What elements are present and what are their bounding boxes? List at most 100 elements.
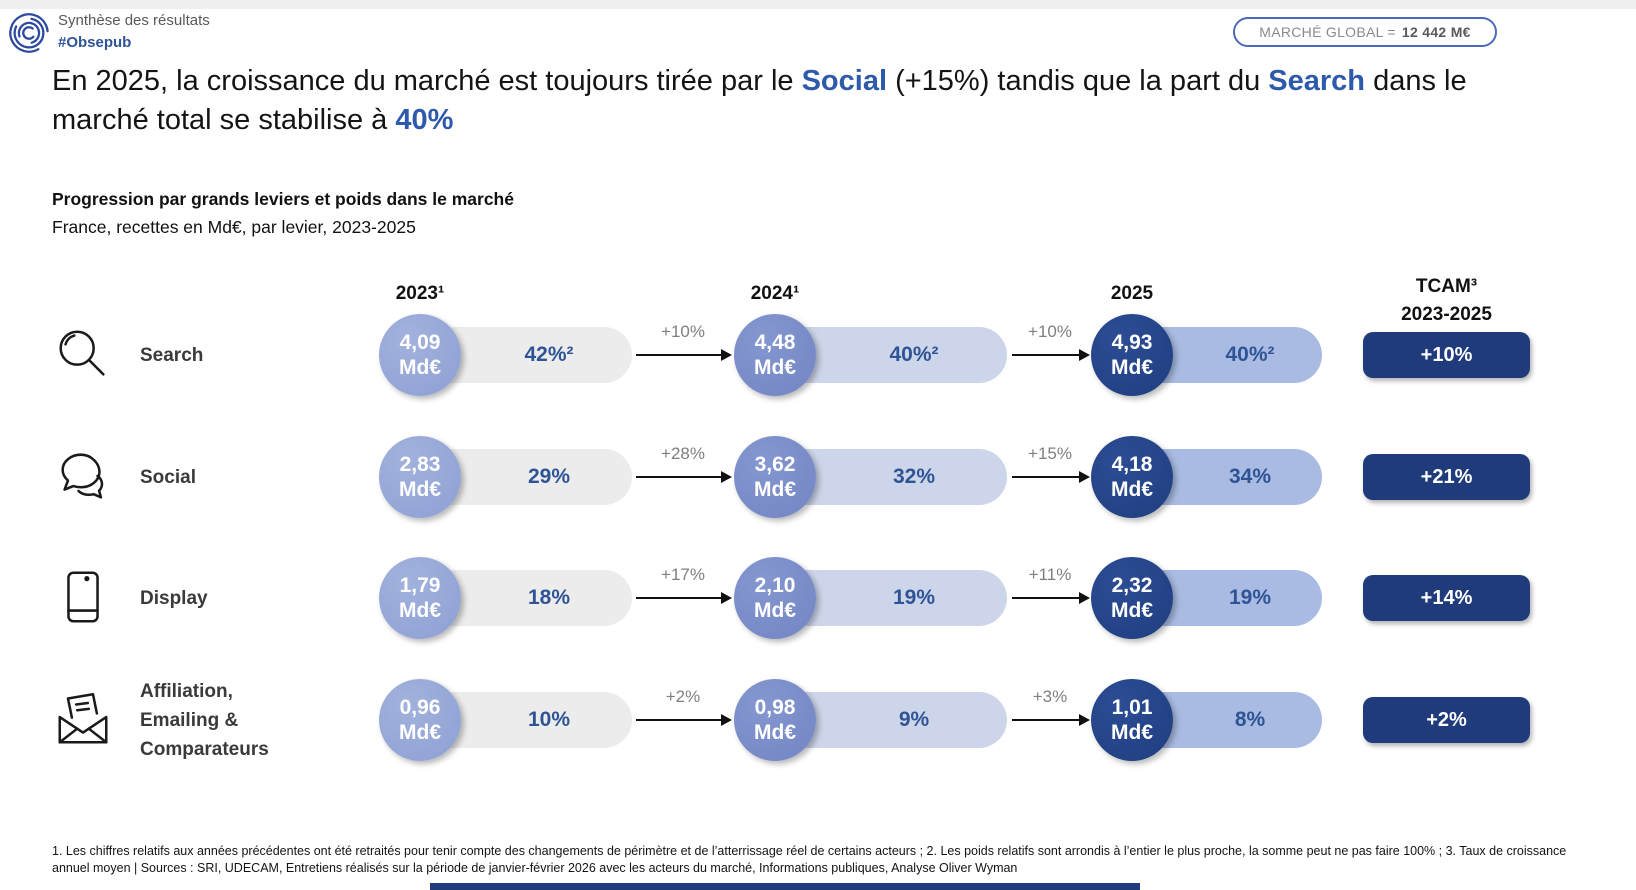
obsepub-spiral-logo [9,13,49,53]
revenue-bubble-2023: 4,09 Md€ [379,314,461,396]
arrowhead-icon [1079,349,1090,361]
growth-label-1: +28% [661,444,705,463]
share-value: 18% [527,586,571,609]
footnote-line2: annuel moyen | Sources : SRI, UDECAM, En… [52,861,1018,875]
growth-label-2: +15% [1028,444,1072,463]
revenue-unit: Md€ [1111,721,1153,744]
footnote-line1: 1. Les chiffres relatifs aux années préc… [52,844,1567,858]
lever-label: Social [140,466,196,488]
revenue-unit: Md€ [754,599,796,622]
growth-label-2: +10% [1028,322,1072,341]
hashtag: #Obsepub [58,34,132,51]
share-value: 10% [527,708,571,731]
magnifier-icon [52,323,114,385]
revenue-unit: Md€ [1111,478,1153,501]
lever-row-display: Display 18% 1,79 Md€ +17% 19% 2,10 Md€ +11… [0,537,1636,659]
share-value: 32% [892,465,936,488]
title-text: (+15%) tandis que la part du [887,65,1269,97]
revenue-unit: Md€ [754,721,796,744]
revenue-unit: Md€ [399,356,441,379]
tcam-value: +10% [1420,343,1473,366]
title-accent-40pct: 40% [395,104,454,136]
revenue-unit: Md€ [754,478,796,501]
market-global-badge: MARCHÉ GLOBAL = 12 442 M€ [1233,17,1497,47]
chart-subheading: France, recettes en Md€, par levier, 202… [52,217,416,237]
arrowhead-icon [721,714,732,726]
chat-bubbles-icon [52,445,114,507]
tcam-badge: +10% [1363,332,1530,378]
growth-arrow-1 [636,349,732,361]
slide-title: En 2025, la croissance du marché est tou… [52,62,1552,140]
title-accent-search: Search [1268,65,1366,97]
column-header-2023: 2023¹ [395,283,445,304]
lever-label: Search [140,344,204,366]
revenue-unit: Md€ [1111,356,1153,379]
tablet-icon [52,566,114,628]
revenue-value: 1,01 [1111,696,1153,719]
column-header-tcam: TCAM³ 2023-2025 [1355,273,1538,329]
report-subtitle: Synthèse des résultats [58,12,210,29]
growth-arrow-2 [1012,349,1090,361]
lever-label: Affiliation, Emailing & Comparateurs [140,680,269,760]
share-value: 40%² [1225,343,1275,366]
tcam-badge: +2% [1363,697,1530,743]
lever-row-social: Social 29% 2,83 Md€ +28% 32% 3,62 Md€ +15%… [0,416,1636,538]
revenue-bubble-2024: 3,62 Md€ [734,436,816,518]
tcam-header-line1: TCAM³ [1415,276,1478,297]
revenue-unit: Md€ [399,721,441,744]
revenue-value: 4,09 [399,331,441,354]
revenue-unit: Md€ [399,478,441,501]
share-value: 34% [1228,465,1272,488]
revenue-value: 4,93 [1111,331,1153,354]
revenue-value: 4,48 [754,331,796,354]
growth-arrow-1 [636,592,732,604]
share-value: 8% [1234,708,1266,731]
revenue-value: 0,96 [399,696,441,719]
revenue-bubble-2025: 2,32 Md€ [1091,557,1173,639]
column-header-2025: 2025 [1110,283,1154,304]
share-value: 40%² [889,343,939,366]
arrowhead-icon [721,592,732,604]
revenue-bubble-2024: 4,48 Md€ [734,314,816,396]
title-text: En 2025, la croissance du marché est tou… [52,65,802,97]
tcam-value: +14% [1420,586,1473,609]
lever-row-affiliation: Affiliation, Emailing & Comparateurs 10%… [0,659,1636,781]
revenue-bubble-2023: 1,79 Md€ [379,557,461,639]
share-value: 19% [1228,586,1272,609]
tcam-header-line2: 2023-2025 [1401,304,1492,325]
arrowhead-icon [721,349,732,361]
revenue-value: 2,83 [399,453,441,476]
share-value: 29% [527,465,571,488]
top-strip [0,0,1636,9]
title-accent-social: Social [801,65,888,97]
revenue-value: 1,79 [399,574,441,597]
badge-label: MARCHÉ GLOBAL = [1259,24,1396,40]
envelope-letter-icon [52,688,114,750]
revenue-bubble-2023: 2,83 Md€ [379,436,461,518]
footnote: 1. Les chiffres relatifs aux années préc… [52,843,1616,877]
revenue-bubble-2025: 1,01 Md€ [1091,679,1173,761]
growth-label-1: +10% [661,322,705,341]
chart-heading: Progression par grands leviers et poids … [52,189,514,209]
arrowhead-icon [1079,592,1090,604]
share-value: 19% [892,586,936,609]
tcam-badge: +14% [1363,575,1530,621]
revenue-unit: Md€ [399,599,441,622]
revenue-value: 4,18 [1111,453,1153,476]
growth-arrow-1 [636,471,732,483]
badge-value: 12 442 M€ [1401,24,1471,40]
lever-label: Display [140,587,208,609]
share-value: 9% [898,708,930,731]
revenue-value: 0,98 [754,696,796,719]
growth-arrow-2 [1012,592,1090,604]
growth-label-1: +2% [665,687,701,706]
growth-label-1: +17% [661,565,705,584]
revenue-bubble-2023: 0,96 Md€ [379,679,461,761]
bottom-accent-bar [430,883,1140,890]
share-value: 42%² [524,343,574,366]
revenue-value: 2,32 [1111,574,1153,597]
tcam-value: +21% [1420,465,1473,488]
tcam-value: +2% [1426,708,1467,731]
revenue-bubble-2025: 4,93 Md€ [1091,314,1173,396]
